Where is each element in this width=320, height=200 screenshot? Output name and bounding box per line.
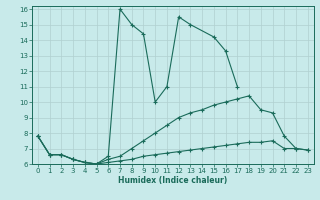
X-axis label: Humidex (Indice chaleur): Humidex (Indice chaleur) — [118, 176, 228, 185]
